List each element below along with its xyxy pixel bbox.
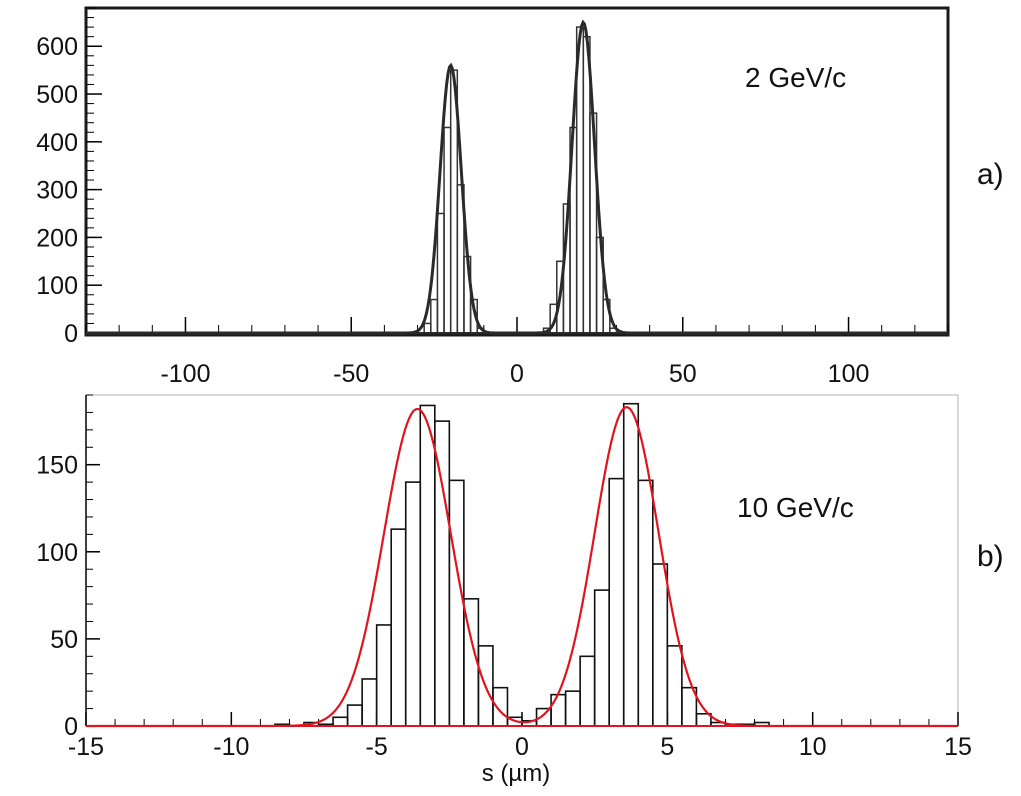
x-tick-label: 5 bbox=[660, 733, 674, 761]
histogram-bar bbox=[564, 690, 581, 727]
histogram-bar bbox=[390, 528, 407, 727]
histogram-bar bbox=[622, 402, 640, 727]
x-tick-label: -50 bbox=[333, 360, 369, 388]
y-tick-label: 100 bbox=[36, 539, 78, 567]
y-tick-label: 200 bbox=[36, 224, 78, 252]
histogram-bar bbox=[579, 655, 596, 727]
y-tick-label: 100 bbox=[36, 272, 78, 300]
histogram-bar bbox=[593, 589, 611, 727]
histogram-bar bbox=[582, 35, 591, 334]
panel-b-histogram bbox=[274, 402, 770, 727]
histogram-bar bbox=[666, 645, 683, 727]
panel-a-fit bbox=[86, 19, 948, 335]
histogram-bar bbox=[404, 481, 422, 727]
y-tick-label: 150 bbox=[36, 452, 78, 480]
histogram-bar bbox=[433, 420, 451, 727]
panel-a-frame bbox=[84, 6, 950, 337]
x-tick-label: 10 bbox=[799, 733, 827, 761]
histogram-bar bbox=[423, 322, 432, 334]
histogram-bar bbox=[346, 704, 363, 727]
histogram-bar bbox=[492, 686, 509, 727]
histogram-bar bbox=[430, 298, 439, 334]
panel-b-x-axis-title: s (µm) bbox=[482, 760, 550, 787]
panel-a-label: a) bbox=[977, 158, 1004, 191]
histogram-bar bbox=[608, 477, 625, 727]
x-tick-label: -10 bbox=[213, 733, 249, 761]
x-tick-label: 0 bbox=[510, 360, 524, 388]
x-tick-label: 50 bbox=[669, 360, 697, 388]
y-tick-label: 500 bbox=[36, 81, 78, 109]
y-tick-label: 400 bbox=[36, 129, 78, 157]
panel-b-frame bbox=[85, 394, 959, 727]
histogram-bar bbox=[436, 212, 445, 334]
histogram-bar bbox=[651, 563, 669, 727]
x-tick-label: 0 bbox=[515, 733, 529, 761]
histogram-bar bbox=[375, 624, 392, 727]
histogram-bar bbox=[637, 479, 654, 727]
x-tick-label: 100 bbox=[828, 360, 870, 388]
panel-a-annotation: 2 GeV/c bbox=[745, 62, 846, 93]
x-tick-label: -5 bbox=[366, 733, 388, 761]
panel-a: -100 -50 0 50 100 0 100 200 300 400 500 600 2 GeV/c… bbox=[36, 6, 1004, 388]
y-tick-label: 0 bbox=[64, 713, 78, 741]
y-tick-label: 600 bbox=[36, 33, 78, 61]
panel-b-label: b) bbox=[977, 540, 1004, 573]
histogram-bar bbox=[443, 126, 452, 334]
histogram-bar bbox=[550, 693, 567, 727]
panel-a-ticks: -100 -50 0 50 100 0 100 200 300 400 500 600 bbox=[36, 7, 949, 388]
histogram-bar bbox=[419, 404, 436, 727]
histogram-bar bbox=[361, 678, 378, 727]
panel-b-annotation: 10 GeV/c bbox=[737, 492, 854, 523]
histogram-bar bbox=[332, 716, 349, 727]
fit-curve bbox=[86, 406, 958, 728]
y-tick-label: 50 bbox=[50, 626, 78, 654]
x-tick-label: -100 bbox=[160, 360, 210, 388]
y-tick-label: 300 bbox=[36, 177, 78, 205]
y-tick-label: 0 bbox=[64, 320, 78, 348]
fit-curve bbox=[86, 19, 948, 335]
x-tick-label: -15 bbox=[68, 733, 104, 761]
x-tick-label: 15 bbox=[944, 733, 972, 761]
panel-b-fit bbox=[86, 406, 958, 728]
histogram-bar bbox=[448, 479, 465, 727]
